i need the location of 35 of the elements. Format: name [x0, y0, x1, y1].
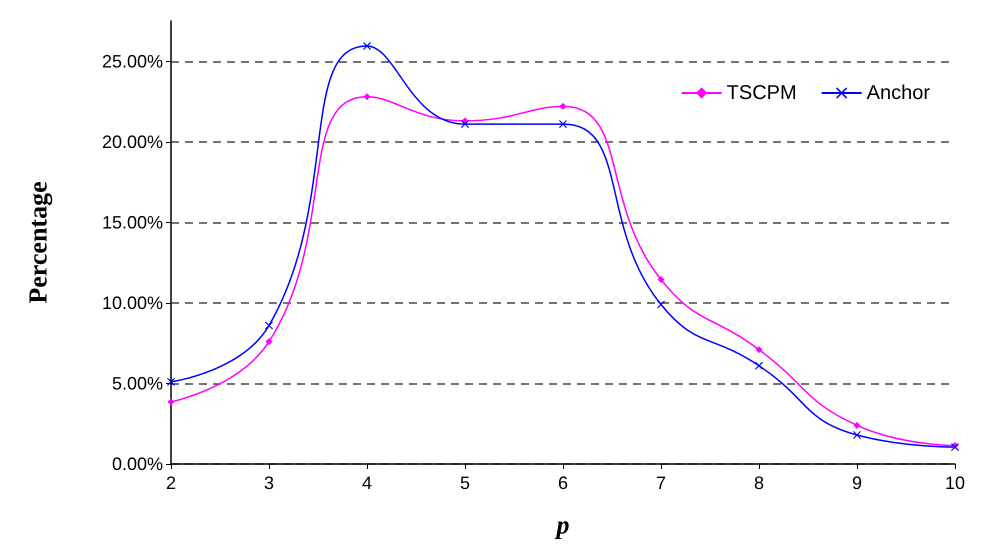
y-tick-label: 0.00% [112, 454, 163, 474]
legend-label: TSCPM [726, 82, 797, 104]
x-tick-label: 3 [264, 473, 274, 493]
point [854, 422, 860, 429]
point [755, 362, 763, 370]
x-tick-label: 2 [166, 473, 176, 493]
point [265, 321, 273, 330]
y-tick-label: 25.00% [102, 51, 163, 72]
point [364, 93, 370, 100]
x-tick-label: 8 [754, 473, 764, 493]
point [560, 102, 566, 110]
x-tick-label: 4 [362, 473, 372, 493]
x-tick-label: 10 [944, 473, 966, 493]
x-tick-label: 9 [852, 473, 862, 493]
point [363, 42, 371, 50]
y-tick-label: 5.00% [112, 373, 163, 394]
point [266, 338, 272, 346]
y-tick-label: 20.00% [102, 132, 163, 152]
point [658, 276, 664, 284]
point [951, 443, 959, 452]
x-tick-label: 5 [460, 473, 470, 493]
x-tick-label: 6 [558, 473, 568, 493]
legend-label: Anchor [866, 82, 930, 104]
point [657, 300, 665, 309]
point [559, 120, 567, 128]
point [853, 431, 861, 440]
y-tick-label: 15.00% [102, 212, 163, 232]
point [168, 398, 174, 406]
point [167, 378, 175, 386]
x-tick-label: 7 [656, 473, 666, 493]
y-axis-title: Percentage [24, 181, 52, 304]
point [461, 120, 469, 128]
point [756, 346, 762, 354]
y-tick-label: 10.00% [102, 292, 163, 313]
x-axis-title: p [554, 510, 570, 540]
